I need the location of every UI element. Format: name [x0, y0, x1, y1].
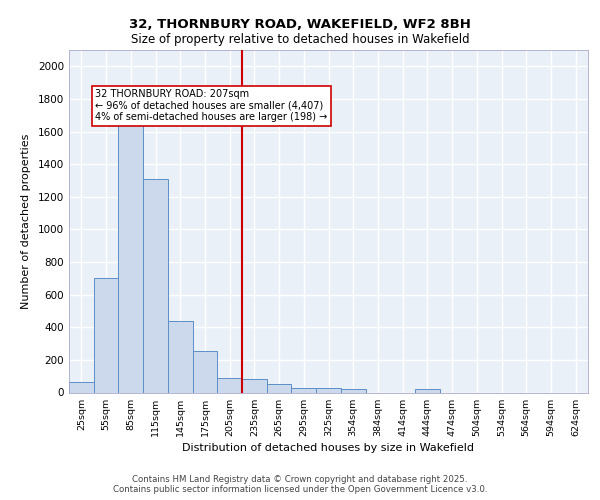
- Bar: [143, 179, 168, 392]
- Bar: [316, 388, 341, 392]
- Text: 32 THORNBURY ROAD: 207sqm
← 96% of detached houses are smaller (4,407)
4% of sem: 32 THORNBURY ROAD: 207sqm ← 96% of detac…: [95, 89, 327, 122]
- Bar: [267, 384, 292, 392]
- Bar: [69, 382, 94, 392]
- X-axis label: Distribution of detached houses by size in Wakefield: Distribution of detached houses by size …: [182, 442, 475, 452]
- Bar: [415, 389, 440, 392]
- Bar: [242, 380, 267, 392]
- Bar: [118, 124, 143, 392]
- Bar: [168, 320, 193, 392]
- Text: 32, THORNBURY ROAD, WAKEFIELD, WF2 8BH: 32, THORNBURY ROAD, WAKEFIELD, WF2 8BH: [129, 18, 471, 30]
- Bar: [193, 351, 217, 393]
- Bar: [94, 278, 118, 392]
- Bar: [292, 388, 316, 392]
- Bar: [217, 378, 242, 392]
- Y-axis label: Number of detached properties: Number of detached properties: [21, 134, 31, 309]
- Text: Size of property relative to detached houses in Wakefield: Size of property relative to detached ho…: [131, 32, 469, 46]
- Bar: [341, 389, 365, 392]
- Text: Contains HM Land Registry data © Crown copyright and database right 2025.
Contai: Contains HM Land Registry data © Crown c…: [113, 474, 487, 494]
